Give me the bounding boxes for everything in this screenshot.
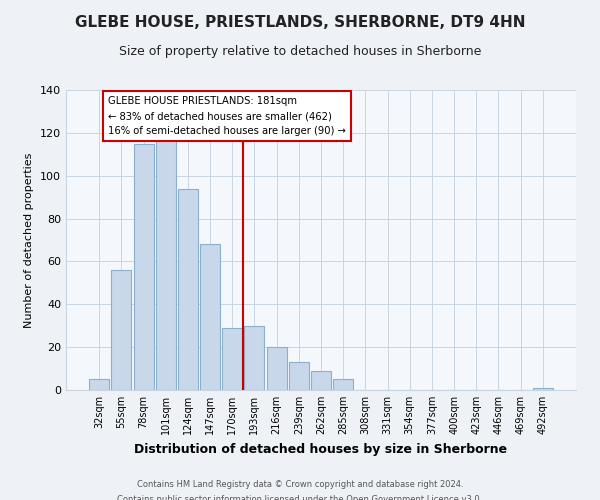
X-axis label: Distribution of detached houses by size in Sherborne: Distribution of detached houses by size …	[134, 442, 508, 456]
Bar	[134, 144, 154, 390]
Text: Contains public sector information licensed under the Open Government Licence v3: Contains public sector information licen…	[118, 495, 482, 500]
Text: Size of property relative to detached houses in Sherborne: Size of property relative to detached ho…	[119, 45, 481, 58]
Text: GLEBE HOUSE, PRIESTLANDS, SHERBORNE, DT9 4HN: GLEBE HOUSE, PRIESTLANDS, SHERBORNE, DT9…	[75, 15, 525, 30]
Bar	[112, 270, 131, 390]
Bar	[266, 347, 287, 390]
Y-axis label: Number of detached properties: Number of detached properties	[25, 152, 34, 328]
Text: Contains HM Land Registry data © Crown copyright and database right 2024.: Contains HM Land Registry data © Crown c…	[137, 480, 463, 489]
Bar	[222, 328, 242, 390]
Bar	[200, 244, 220, 390]
Bar	[533, 388, 553, 390]
Bar	[156, 105, 176, 390]
Bar	[244, 326, 265, 390]
Bar	[333, 380, 353, 390]
Bar	[89, 380, 109, 390]
Bar	[178, 188, 198, 390]
Bar	[289, 362, 309, 390]
Text: GLEBE HOUSE PRIESTLANDS: 181sqm
← 83% of detached houses are smaller (462)
16% o: GLEBE HOUSE PRIESTLANDS: 181sqm ← 83% of…	[108, 96, 346, 136]
Bar	[311, 370, 331, 390]
